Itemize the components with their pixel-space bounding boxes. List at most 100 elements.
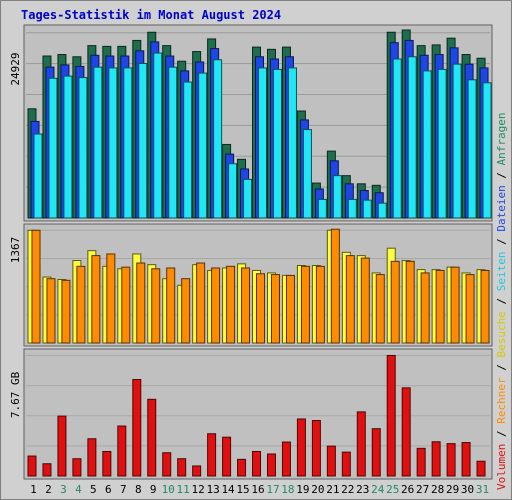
- bar-seiten-day-14: [228, 163, 238, 219]
- bar-rechner-day-21: [330, 228, 340, 344]
- bar-seiten-day-23: [362, 199, 372, 219]
- x-tick-label-day-13: 13: [206, 483, 219, 496]
- bar-seiten-day-31: [482, 82, 492, 219]
- bar-volumen-day-28: [431, 441, 441, 477]
- bar-volumen-day-11: [177, 458, 187, 477]
- bar-rechner-day-4: [76, 265, 86, 344]
- bar-seiten-day-19: [302, 129, 312, 219]
- bar-volumen-day-3: [57, 415, 67, 477]
- y-max-label-volume: 7.67 GB: [9, 371, 22, 418]
- bar-seiten-day-20: [317, 198, 327, 219]
- x-tick-label-day-25: 25: [386, 483, 399, 496]
- legend- /: /: [495, 358, 508, 378]
- bar-rechner-day-14: [226, 265, 236, 344]
- bar-rechner-day-5: [91, 255, 101, 344]
- x-tick-label-day-10: 10: [162, 483, 175, 496]
- x-tick-label-day-24: 24: [371, 483, 385, 496]
- bar-volumen-day-27: [416, 447, 426, 477]
- bar-rechner-day-18: [285, 274, 295, 344]
- bar-volumen-day-12: [192, 465, 202, 477]
- bar-volumen-day-9: [147, 398, 157, 477]
- bar-volumen-day-5: [87, 438, 97, 477]
- x-tick-label-day-16: 16: [251, 483, 264, 496]
- bar-rechner-day-23: [360, 257, 370, 344]
- bar-rechner-day-13: [211, 267, 221, 344]
- legend- /: /: [495, 291, 508, 311]
- bar-seiten-day-25: [392, 58, 402, 219]
- bar-rechner-day-16: [256, 273, 266, 344]
- bar-seiten-day-30: [467, 79, 477, 219]
- bar-volumen-day-8: [132, 379, 142, 477]
- legend-volumen: Volumen: [495, 444, 508, 490]
- bar-rechner-day-17: [270, 274, 280, 344]
- x-tick-label-day-17: 17: [266, 483, 279, 496]
- bar-rechner-day-1: [31, 229, 41, 344]
- x-tick-label-day-21: 21: [326, 483, 339, 496]
- bar-volumen-day-18: [281, 441, 291, 477]
- bar-seiten-day-15: [243, 178, 253, 219]
- x-tick-label-day-31: 31: [476, 483, 489, 496]
- bar-rechner-day-20: [315, 265, 325, 344]
- bar-rechner-day-8: [136, 262, 146, 344]
- x-tick-label-day-11: 11: [177, 483, 190, 496]
- x-tick-label-day-22: 22: [341, 483, 354, 496]
- bar-volumen-day-24: [371, 428, 381, 477]
- bar-rechner-day-31: [480, 269, 490, 344]
- x-tick-label-day-12: 12: [192, 483, 205, 496]
- bar-volumen-day-26: [401, 387, 411, 477]
- chart-title: Tages-Statistik im Monat August 2024: [21, 8, 282, 22]
- bar-volumen-day-6: [102, 450, 112, 477]
- x-tick-label-day-4: 4: [75, 483, 82, 496]
- legend-besuche: Besuche: [495, 311, 508, 357]
- bar-seiten-day-28: [437, 68, 447, 219]
- bar-volumen-day-15: [237, 458, 247, 477]
- bar-rechner-day-11: [181, 278, 191, 344]
- bar-rechner-day-22: [345, 255, 355, 344]
- legend- /: /: [495, 232, 508, 252]
- series-legend: Volumen / Rechner / Besuche / Seiten / D…: [495, 112, 508, 490]
- bar-rechner-day-15: [241, 267, 251, 344]
- legend-dateien: Dateien: [495, 185, 508, 231]
- x-tick-label-day-7: 7: [120, 483, 127, 496]
- legend-anfragen: Anfragen: [495, 112, 508, 165]
- legend- /: /: [495, 424, 508, 444]
- bar-seiten-day-7: [123, 67, 133, 219]
- bar-seiten-day-1: [33, 133, 43, 219]
- bar-seiten-day-24: [377, 202, 387, 219]
- x-tick-label-day-29: 29: [446, 483, 459, 496]
- x-tick-label-day-6: 6: [105, 483, 112, 496]
- x-tick-label-day-14: 14: [221, 483, 235, 496]
- bar-rechner-day-6: [106, 253, 116, 344]
- bar-volumen-day-16: [252, 450, 262, 477]
- x-tick-label-day-9: 9: [150, 483, 157, 496]
- bar-volumen-day-21: [326, 445, 336, 477]
- bar-seiten-day-27: [422, 70, 432, 219]
- legend-seiten: Seiten: [495, 252, 508, 292]
- bar-rechner-day-25: [390, 260, 400, 344]
- bar-seiten-day-11: [183, 81, 193, 219]
- bar-seiten-day-22: [347, 198, 357, 219]
- bar-seiten-day-3: [63, 75, 73, 219]
- bar-volumen-day-14: [222, 436, 232, 477]
- bar-seiten-day-6: [108, 67, 118, 219]
- bar-rechner-day-7: [121, 266, 131, 344]
- bar-seiten-day-17: [272, 68, 282, 219]
- x-tick-label-day-2: 2: [45, 483, 52, 496]
- x-tick-label-day-3: 3: [60, 483, 67, 496]
- bar-volumen-day-7: [117, 425, 127, 477]
- bar-volumen-day-22: [341, 451, 351, 477]
- x-tick-label-day-15: 15: [236, 483, 249, 496]
- bar-rechner-day-29: [450, 266, 460, 344]
- bar-volumen-day-23: [356, 411, 366, 477]
- bar-volumen-day-31: [476, 460, 486, 477]
- bar-volumen-day-10: [162, 452, 172, 477]
- bar-volumen-day-29: [446, 443, 456, 477]
- bar-volumen-day-1: [27, 455, 37, 477]
- bar-seiten-day-29: [452, 63, 462, 219]
- x-tick-label-day-18: 18: [281, 483, 294, 496]
- bar-seiten-day-9: [153, 52, 163, 219]
- bar-volumen-day-20: [311, 420, 321, 477]
- bar-rechner-day-2: [46, 278, 56, 344]
